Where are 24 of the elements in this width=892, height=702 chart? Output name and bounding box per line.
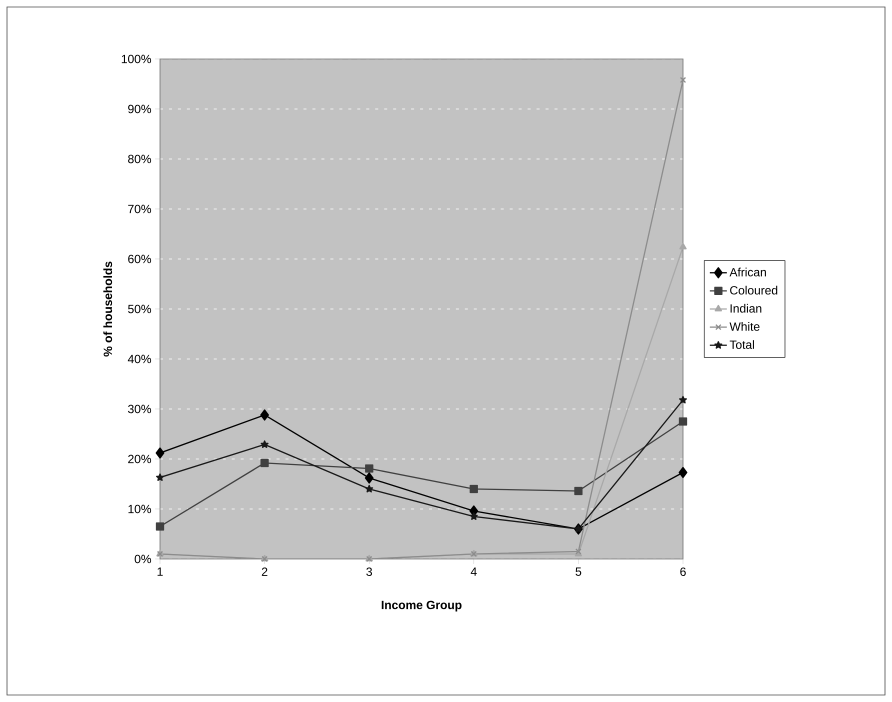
y-axis-title: % of households — [103, 262, 112, 357]
legend-label: Total — [730, 340, 754, 349]
legend-label: African — [730, 268, 766, 276]
x-tick-label: 3 — [366, 567, 372, 576]
x-tick-label: 1 — [158, 567, 163, 576]
y-tick-label: 0% — [134, 554, 152, 564]
legend-label: Indian — [730, 304, 762, 313]
y-tick-label: 40% — [128, 354, 152, 364]
y-tick-label: 100% — [122, 54, 152, 64]
y-tick-label: 30% — [128, 404, 152, 414]
y-tick-label: 50% — [128, 304, 152, 314]
y-tick-label: 70% — [128, 204, 152, 214]
x-tick-label: 4 — [470, 567, 477, 576]
x-tick-label: 5 — [576, 567, 582, 576]
x-tick-label: 6 — [680, 567, 686, 576]
x-tick-label: 2 — [262, 567, 268, 576]
y-tick-label: 20% — [128, 454, 152, 464]
y-tick-label: 90% — [128, 104, 152, 114]
x-axis-title: Income Group — [382, 600, 462, 612]
y-tick-label: 10% — [128, 504, 152, 514]
y-tick-label: 60% — [128, 254, 152, 264]
legend-label: Coloured — [730, 286, 778, 295]
legend-label: White — [730, 322, 760, 331]
y-tick-label: 80% — [128, 154, 152, 164]
